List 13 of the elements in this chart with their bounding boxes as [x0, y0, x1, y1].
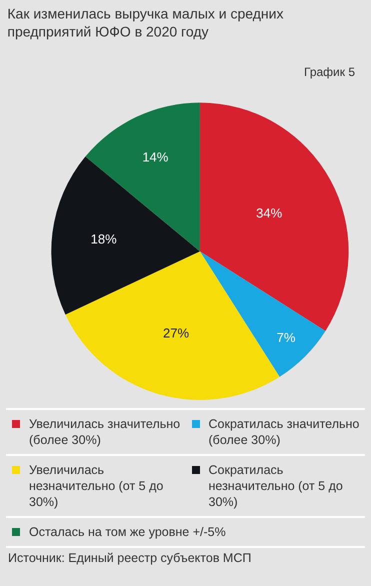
chart-title: Как изменилась выручка малых и средних предприятий ЮФО в 2020 году [7, 5, 284, 40]
text: Источник: Единый реестр субъектов МСП [8, 551, 252, 565]
legend-label: Сократилась незначительно (от 5 до 30%) [208, 462, 344, 510]
legend-label: Увеличилась значительно (более 30%) [29, 416, 182, 448]
data-label: 7% [276, 330, 296, 346]
data-label: 14% [142, 149, 169, 164]
legend-label: Сократилась значительно (более 30%) [208, 416, 360, 448]
data-label: 18% [90, 232, 118, 247]
data-label: 27% [163, 325, 190, 340]
legend-label: Осталась на том же уровне +/-5% [29, 524, 226, 540]
chart-subtitle: График 5 [304, 65, 356, 79]
legend-label: Увеличилась незначительно (от 5 до 30%) [29, 462, 164, 510]
data-label: 34% [256, 206, 283, 221]
